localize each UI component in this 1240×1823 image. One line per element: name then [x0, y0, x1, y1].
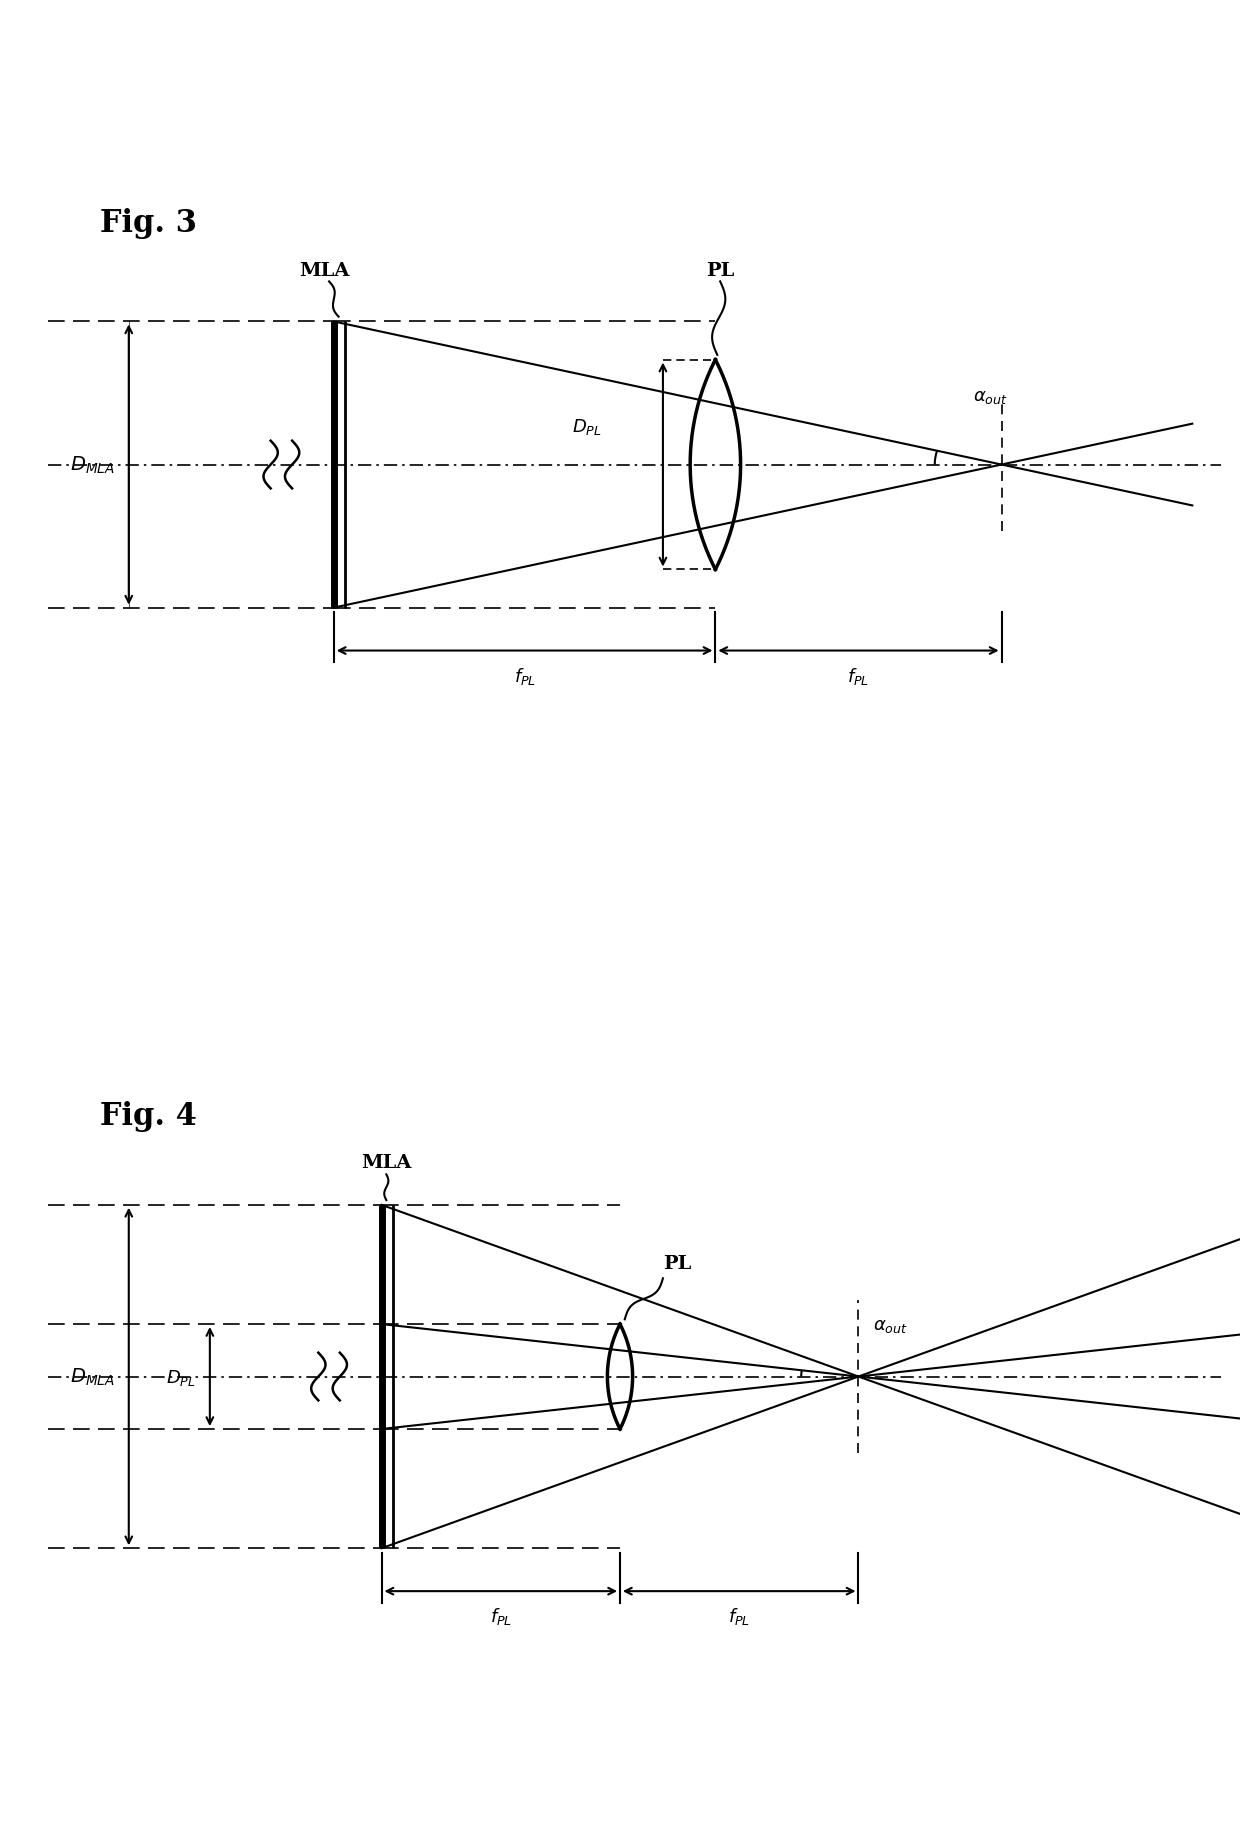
Text: $f_{PL}$: $f_{PL}$ [728, 1606, 750, 1626]
Text: MLA: MLA [361, 1154, 412, 1172]
Text: PL: PL [706, 261, 734, 279]
Text: $\alpha_{out}$: $\alpha_{out}$ [873, 1316, 908, 1334]
Text: PL: PL [663, 1254, 692, 1272]
Text: $D_{MLA}$: $D_{MLA}$ [69, 1365, 114, 1387]
Text: $f_{PL}$: $f_{PL}$ [847, 665, 869, 687]
Text: Fig. 3: Fig. 3 [100, 208, 197, 239]
Text: $D_{PL}$: $D_{PL}$ [572, 417, 601, 438]
Text: $f_{PL}$: $f_{PL}$ [490, 1606, 512, 1626]
Text: Fig. 4: Fig. 4 [100, 1101, 197, 1132]
Text: $D_{PL}$: $D_{PL}$ [166, 1367, 196, 1387]
Text: $D_{MLA}$: $D_{MLA}$ [69, 454, 114, 476]
Text: MLA: MLA [299, 261, 350, 279]
Text: $\alpha_{out}$: $\alpha_{out}$ [973, 388, 1008, 407]
Text: $f_{PL}$: $f_{PL}$ [513, 665, 536, 687]
